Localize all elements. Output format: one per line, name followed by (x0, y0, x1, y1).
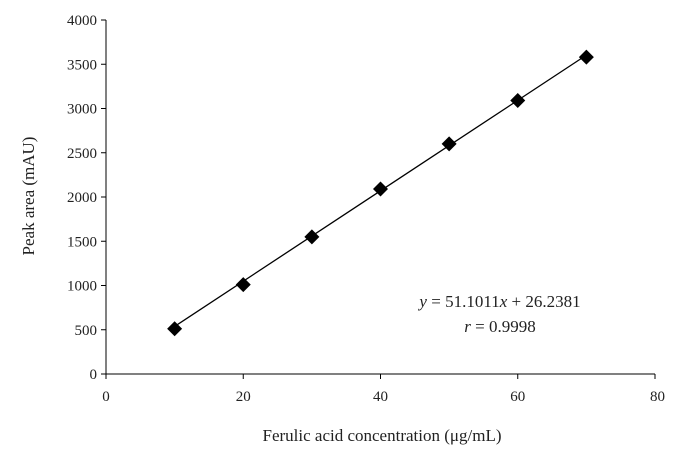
data-point (578, 49, 594, 65)
y-tick-label: 500 (75, 323, 98, 339)
y-tick-label: 4000 (67, 13, 97, 29)
x-tick-label: 80 (650, 389, 665, 405)
data-point (235, 277, 251, 293)
y-tick-label: 2500 (67, 146, 97, 162)
y-tick-label: 1000 (67, 279, 97, 295)
x-axis-ticks: 0 20 40 60 80 (102, 374, 665, 405)
y-tick-label: 3000 (67, 102, 97, 118)
data-point (167, 321, 183, 337)
data-point (441, 136, 457, 152)
x-tick-label: 40 (373, 389, 388, 405)
data-point (373, 181, 388, 197)
x-tick-label: 20 (236, 389, 251, 405)
x-axis-label: Ferulic acid concentration (μg/mL) (263, 426, 502, 445)
y-axis-ticks: 0 500 1000 1500 2000 2500 3000 3500 4000 (67, 13, 106, 383)
y-axis-label: Peak area (mAU) (19, 137, 38, 256)
y-tick-label: 3500 (67, 57, 97, 73)
equation-annotation: y = 51.1011x + 26.2381 (417, 292, 580, 311)
x-tick-label: 0 (102, 389, 110, 405)
x-tick-label: 60 (510, 389, 525, 405)
y-tick-label: 0 (90, 367, 98, 383)
r-value-annotation: r = 0.9998 (464, 317, 535, 336)
y-tick-label: 2000 (67, 190, 97, 206)
y-tick-label: 1500 (67, 234, 97, 250)
data-point (510, 93, 526, 109)
data-point (304, 229, 320, 245)
data-points (167, 49, 594, 337)
